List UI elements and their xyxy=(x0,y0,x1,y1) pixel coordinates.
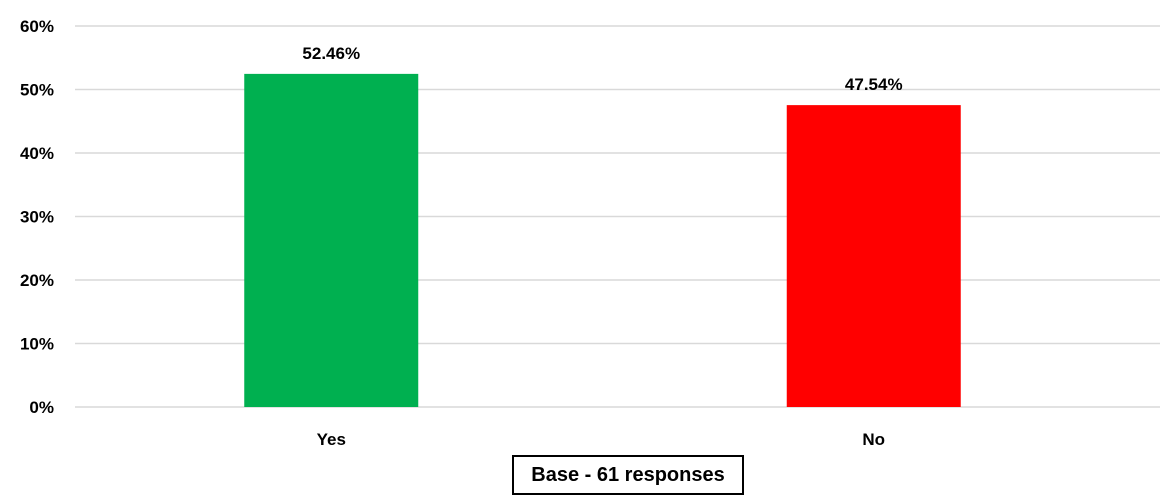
data-labels: 52.46% 47.54% xyxy=(302,44,902,94)
bar-chart: 0% 10% 20% 30% 40% 50% 60% 52.46% 47.54% Yes No xyxy=(20,17,1160,449)
base-responses-note: Base - 61 responses xyxy=(512,455,744,495)
y-tick-label: 60% xyxy=(20,17,54,36)
y-tick-label: 50% xyxy=(20,81,54,100)
y-tick-label: 20% xyxy=(20,271,54,290)
bars xyxy=(244,73,961,407)
data-label-no: 47.54% xyxy=(845,75,903,94)
y-axis-tick-labels: 0% 10% 20% 30% 40% 50% 60% xyxy=(20,17,54,417)
base-responses-text: Base - 61 responses xyxy=(531,463,725,486)
bar-no xyxy=(786,105,961,407)
gridlines xyxy=(75,25,1160,408)
bar-yes xyxy=(244,73,419,407)
category-label-no: No xyxy=(862,430,885,449)
y-tick-label: 0% xyxy=(29,398,54,417)
data-label-yes: 52.46% xyxy=(302,44,360,63)
y-tick-label: 30% xyxy=(20,208,54,227)
x-axis-category-labels: Yes No xyxy=(317,430,885,449)
y-tick-label: 10% xyxy=(20,335,54,354)
y-tick-label: 40% xyxy=(20,144,54,163)
category-label-yes: Yes xyxy=(317,430,346,449)
